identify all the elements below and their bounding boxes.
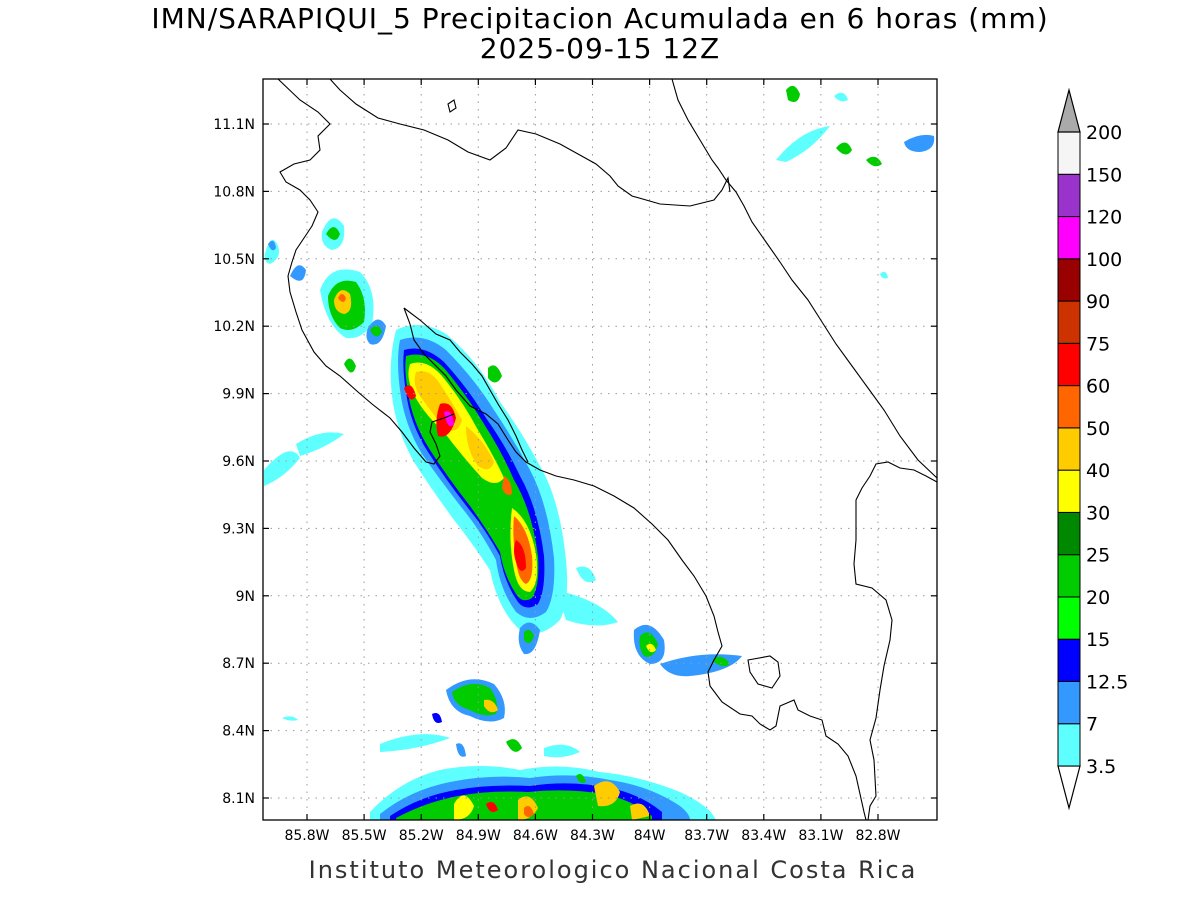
latitude-axis: 11.1N 10.8N 10.5N 10.2N 9.9N 9.6N 9.3N 9N 8.7N 8.… — [213, 117, 937, 807]
lon-tick-label: 84.6W — [513, 828, 558, 844]
legend-swatch — [1057, 554, 1081, 598]
lat-lon-grid — [263, 79, 937, 820]
legend-swatch — [1057, 427, 1081, 471]
legend-arrow-min — [1057, 765, 1081, 811]
lat-tick-label: 9.9N — [222, 387, 255, 403]
lon-tick-label: 84W — [634, 828, 666, 844]
legend-swatch — [1057, 342, 1081, 387]
rain-band-central — [390, 324, 742, 677]
lat-tick-label: 11.1N — [213, 117, 255, 133]
legend-label: 75 — [1086, 333, 1110, 355]
lat-tick-label: 10.8N — [213, 184, 255, 200]
legend-swatch — [1057, 131, 1081, 175]
lat-tick-label: 9N — [236, 589, 255, 605]
legend-label: 200 — [1086, 122, 1122, 144]
legend-swatch — [1057, 511, 1081, 556]
legend-arrow-max — [1057, 87, 1081, 133]
map-date: 2025-09-15 12Z — [479, 32, 721, 65]
lon-tick-label: 85.2W — [399, 828, 444, 844]
lon-tick-label: 85.5W — [342, 828, 387, 844]
legend-swatch — [1057, 723, 1081, 767]
lat-tick-label: 8.4N — [222, 724, 255, 740]
legend-swatch — [1057, 469, 1081, 513]
lat-tick-label: 8.7N — [222, 656, 255, 672]
map-title: IMN/SARAPIQUI_5 Precipitacion Acumulada … — [151, 2, 1049, 35]
legend-swatch — [1057, 258, 1081, 302]
lat-tick-label: 10.2N — [213, 319, 255, 335]
legend-swatch — [1057, 680, 1081, 725]
legend-label: 60 — [1086, 376, 1110, 398]
rain-band-south — [282, 679, 716, 820]
lon-tick-label: 83.4W — [741, 828, 786, 844]
legend-label: 90 — [1086, 291, 1110, 313]
coastline — [277, 79, 937, 820]
lon-tick-label: 84.3W — [570, 828, 615, 844]
legend-label: 50 — [1086, 418, 1110, 440]
lon-tick-label: 82.8W — [855, 828, 900, 844]
lat-tick-label: 10.5N — [213, 252, 255, 268]
legend-label: 25 — [1086, 545, 1110, 567]
lon-tick-label: 85.8W — [284, 828, 329, 844]
legend-label: 40 — [1086, 460, 1110, 482]
lat-tick-label: 9.3N — [222, 521, 255, 537]
rain-cells-north — [264, 85, 935, 486]
plot-frame — [262, 78, 938, 821]
legend-swatch — [1057, 173, 1081, 218]
color-legend: 3.5 7 12.5 15 20 25 30 40 50 60 75 90 100 120 150 200 — [1057, 87, 1128, 811]
footer-credit: Instituto Meteorologico Nacional Costa R… — [308, 856, 918, 884]
lat-tick-label: 8.1N — [222, 791, 255, 807]
legend-swatch — [1057, 638, 1081, 682]
legend-label: 150 — [1086, 164, 1122, 186]
lat-tick-label: 9.6N — [222, 454, 255, 470]
legend-label: 7 — [1086, 714, 1098, 736]
legend-label: 3.5 — [1086, 756, 1116, 778]
legend-label: 120 — [1086, 207, 1122, 229]
legend-label: 30 — [1086, 502, 1110, 524]
legend-swatch — [1057, 385, 1081, 429]
precipitation-field — [264, 85, 935, 820]
legend-swatch — [1057, 216, 1081, 260]
legend-label: 100 — [1086, 249, 1122, 271]
legend-swatch — [1057, 596, 1081, 640]
legend-label: 12.5 — [1086, 671, 1128, 693]
longitude-axis: 85.8W 85.5W 85.2W 84.9W 84.6W 84.3W 84W 83.7W 83… — [284, 79, 901, 844]
lon-tick-label: 83.1W — [798, 828, 843, 844]
legend-label: 15 — [1086, 629, 1110, 651]
lon-tick-label: 83.7W — [684, 828, 729, 844]
legend-swatch — [1057, 300, 1081, 344]
legend-label: 20 — [1086, 587, 1110, 609]
lon-tick-label: 84.9W — [456, 828, 501, 844]
